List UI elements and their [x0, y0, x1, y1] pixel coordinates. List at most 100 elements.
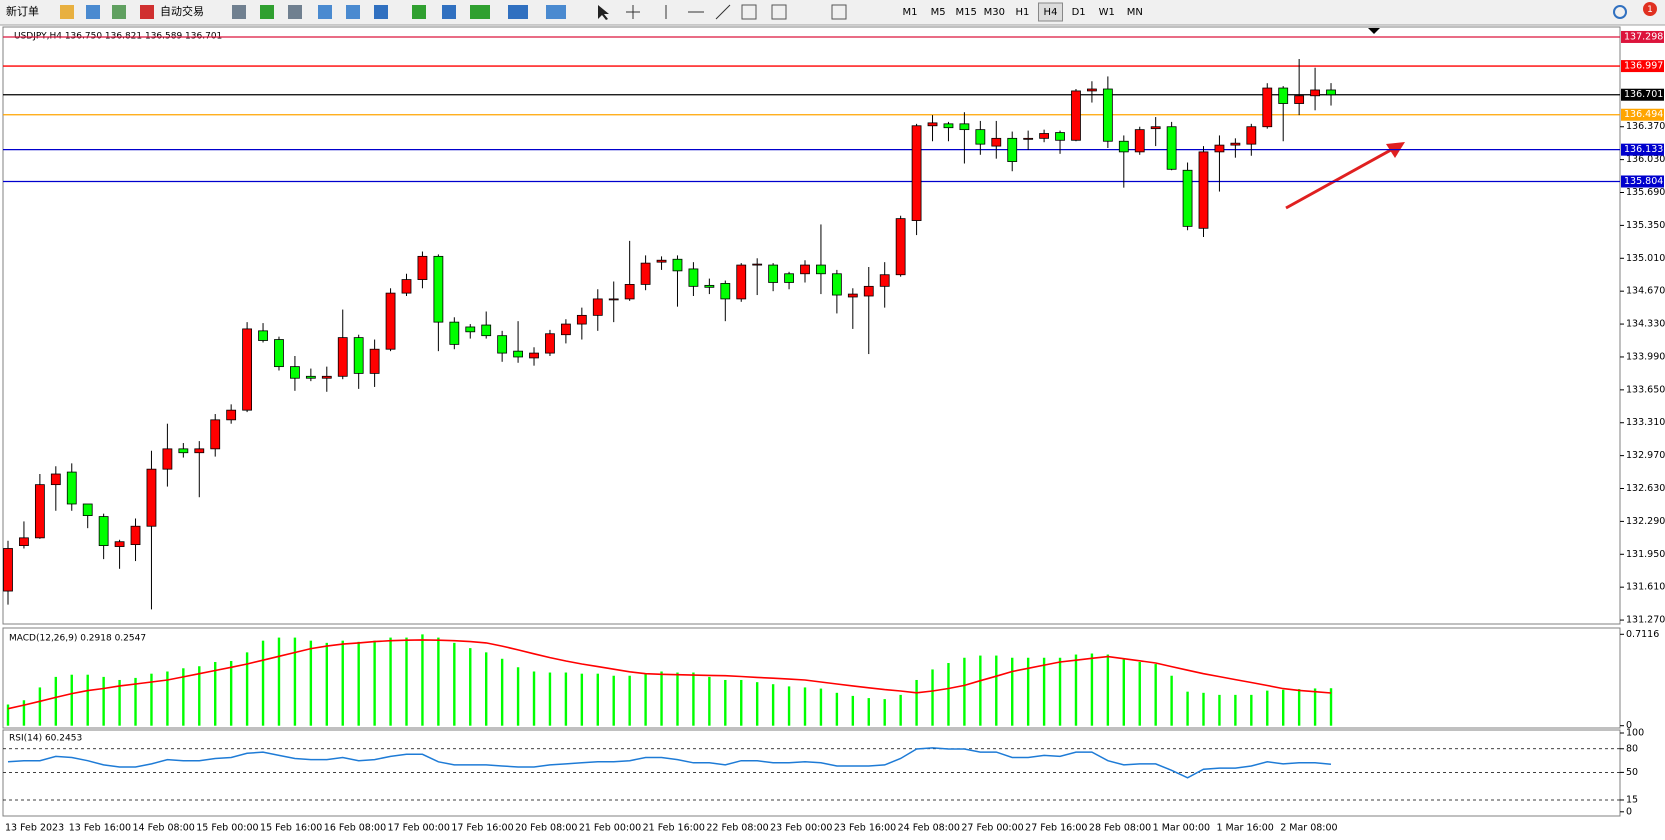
crosshair-tool[interactable]	[626, 5, 640, 19]
macd-bar	[548, 672, 552, 726]
macd-bar	[1186, 691, 1189, 726]
candle-body	[529, 352, 539, 359]
candle-body	[321, 375, 332, 379]
candle-body	[784, 273, 794, 283]
candle-body	[497, 335, 508, 354]
cursor-tool[interactable]	[598, 5, 609, 20]
candle-body	[752, 263, 763, 266]
toolbar-icon[interactable]	[741, 4, 757, 20]
x-tick-label: 17 Feb 16:00	[451, 823, 513, 834]
macd-bar	[1090, 653, 1094, 726]
x-tick-label: 15 Feb 00:00	[196, 823, 258, 834]
timeframe-button[interactable]: W1	[1099, 7, 1115, 18]
macd-bar	[309, 640, 313, 726]
macd-bar	[38, 687, 42, 726]
price-level-box	[1621, 175, 1664, 188]
timeframe-button[interactable]: M15	[956, 7, 977, 18]
toolbar-button[interactable]: 自动交易	[160, 4, 204, 18]
toolbar-icon[interactable]	[374, 5, 388, 19]
candle-body	[688, 268, 699, 287]
macd-bar	[883, 699, 886, 726]
macd-bar	[198, 666, 201, 726]
candle-body	[1023, 137, 1034, 140]
candle-body	[1071, 90, 1081, 141]
candle-body	[401, 279, 412, 294]
macd-bar	[787, 686, 791, 726]
toolbar-icon[interactable]	[86, 5, 100, 19]
toolbar-icon[interactable]	[60, 5, 74, 19]
macd-bar	[1138, 661, 1141, 726]
y-tick-label: 133.650	[1626, 384, 1665, 395]
macd-bar	[947, 663, 950, 726]
macd-bar	[54, 676, 58, 726]
toolbar-button[interactable]: 新订单	[6, 4, 39, 18]
toolbar-icon[interactable]	[831, 4, 847, 20]
toolbar-icon[interactable]	[232, 5, 246, 19]
toolbar-icon[interactable]	[140, 5, 154, 19]
timeframe-button[interactable]: MN	[1127, 7, 1143, 18]
candle-body	[1198, 151, 1209, 229]
candle-body	[592, 298, 603, 316]
macd-bar	[867, 698, 870, 726]
timeframe-button[interactable]: M5	[931, 7, 946, 18]
macd-bar	[708, 676, 711, 726]
timeframe-button[interactable]: H4	[1044, 7, 1058, 18]
macd-bar	[150, 673, 153, 726]
macd-bar	[851, 695, 855, 726]
price-level-label: 136.133	[1624, 144, 1663, 155]
toolbar-icon[interactable]	[470, 5, 490, 19]
toolbar-icon[interactable]	[508, 5, 528, 19]
toolbar-icon[interactable]	[288, 5, 302, 19]
timeframe-button[interactable]: M1	[903, 7, 918, 18]
price-level-label: 135.804	[1624, 176, 1663, 187]
candle-body	[385, 292, 396, 350]
candle-body	[545, 333, 555, 354]
macd-bar	[261, 640, 265, 726]
toolbar-icon[interactable]	[412, 5, 426, 19]
candle-body	[337, 337, 348, 377]
toolbar-icon[interactable]	[260, 5, 274, 19]
candle-body	[895, 218, 906, 276]
toolbar-icon[interactable]	[318, 5, 332, 19]
macd-bar	[102, 676, 105, 726]
toolbar-icon[interactable]	[546, 5, 566, 19]
macd-bar	[692, 672, 695, 726]
candle-body	[831, 273, 842, 296]
line-tools[interactable]	[665, 4, 731, 20]
macd-bar	[421, 634, 424, 726]
macd-bar	[357, 641, 360, 726]
alert-badge[interactable]	[1643, 2, 1657, 16]
macd-bar	[1202, 692, 1205, 726]
timeframe-active	[1038, 2, 1063, 22]
macd-bar	[1011, 657, 1014, 726]
rsi-line	[7, 747, 1332, 779]
toolbar-icon[interactable]	[112, 5, 126, 19]
candle-body	[210, 419, 221, 450]
macd-bar	[469, 648, 472, 726]
x-tick-label: 17 Feb 00:00	[388, 823, 450, 834]
candle-body	[34, 484, 45, 539]
y-tick-label: 136.030	[1626, 154, 1665, 165]
candle-body	[768, 264, 779, 283]
timeframe-button[interactable]: M30	[984, 7, 1005, 18]
timeframe-button[interactable]: D1	[1072, 7, 1086, 18]
candle-body	[1246, 126, 1257, 145]
y-tick-label: 135.690	[1626, 187, 1665, 198]
candle-body	[1166, 126, 1177, 170]
macd-bar	[1266, 690, 1269, 726]
toolbar-icon[interactable]	[442, 5, 456, 19]
candle-body	[449, 321, 460, 345]
y-tick-label: 0	[1626, 720, 1632, 731]
macd-bar	[644, 673, 647, 726]
toolbar-icon[interactable]	[346, 5, 360, 19]
search-icon[interactable]	[1613, 5, 1627, 19]
candle-body	[194, 448, 205, 454]
candle-body	[130, 525, 141, 546]
toolbar-icon[interactable]	[771, 4, 787, 20]
timeframe-button[interactable]: H1	[1015, 7, 1029, 18]
candle-body	[290, 366, 300, 379]
candle-body	[800, 264, 810, 275]
macd-bar	[915, 679, 918, 726]
candle-body	[481, 324, 492, 337]
candle-body	[576, 314, 587, 325]
